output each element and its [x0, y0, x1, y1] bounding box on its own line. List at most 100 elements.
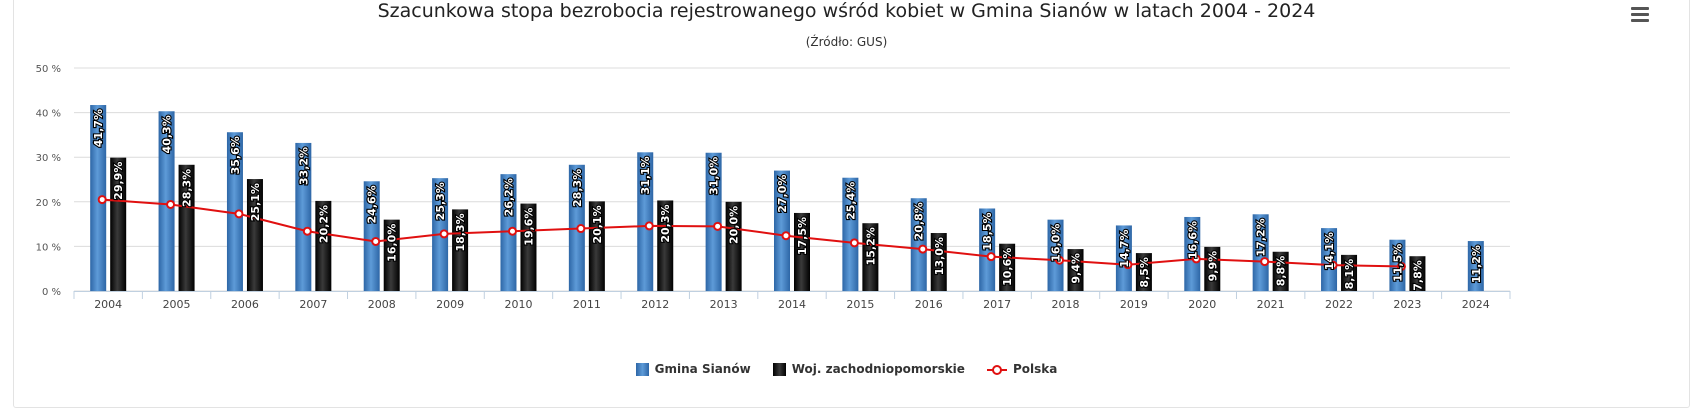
data-label-gmina: 25,3%: [434, 182, 447, 220]
point-polska: [1123, 260, 1133, 270]
x-tick-label: 2008: [368, 298, 396, 311]
bar-woj: [246, 179, 263, 291]
data-label-woj: 8,1%: [1343, 259, 1356, 290]
legend-item-woj[interactable]: Woj. zachodniopomorskie: [772, 362, 965, 376]
x-tick-label: 2022: [1325, 298, 1353, 311]
bar-woj: [383, 219, 400, 291]
bar-woj: [725, 201, 742, 291]
bar-gmina: [363, 181, 380, 291]
legend-label-polska: Polska: [1012, 362, 1058, 376]
data-label-woj: 20,2%: [317, 205, 330, 243]
point-polska: [507, 226, 517, 236]
point-polska: [986, 252, 996, 262]
legend-item-polska[interactable]: Polska: [986, 362, 1058, 376]
point-polska: [849, 238, 859, 248]
data-label-woj: 29,9%: [112, 162, 125, 200]
legend-item-gmina[interactable]: Gmina Sianów: [635, 362, 751, 376]
point-polska: [918, 244, 928, 254]
point-polska: [97, 195, 107, 205]
data-label-gmina: 14,7%: [1118, 229, 1131, 267]
hamburger-menu-icon[interactable]: [1629, 4, 1651, 24]
point-polska: [1396, 261, 1406, 271]
x-tick-label: 2015: [846, 298, 874, 311]
x-tick-label: 2016: [915, 298, 943, 311]
bar-woj: [930, 233, 947, 291]
data-label-woj: 13,0%: [933, 237, 946, 275]
bar-woj: [520, 203, 537, 291]
data-label-gmina: 31,1%: [639, 156, 652, 194]
x-tick-label: 2012: [641, 298, 669, 311]
point-polska: [371, 236, 381, 246]
data-label-woj: 20,3%: [659, 204, 672, 242]
chart-subtitle: (Źródło: GUS): [805, 35, 888, 49]
data-label-gmina: 31,0%: [708, 157, 721, 195]
y-tick-label: 30 %: [36, 153, 61, 164]
x-tick-label: 2013: [710, 298, 738, 311]
legend-label-gmina: Gmina Sianów: [654, 362, 751, 376]
point-polska: [781, 231, 791, 241]
bar-gmina: [1252, 214, 1269, 291]
bar-gmina: [842, 177, 859, 291]
data-label-gmina: 11,5%: [1391, 244, 1404, 282]
point-polska: [644, 221, 654, 231]
data-label-woj: 16,0%: [386, 224, 399, 262]
bar-gmina: [1467, 241, 1484, 291]
data-label-gmina: 41,7%: [92, 109, 105, 147]
point-polska: [234, 209, 244, 219]
data-label-woj: 9,4%: [1070, 253, 1083, 284]
point-polska: [439, 229, 449, 239]
data-label-gmina: 18,5%: [981, 212, 994, 250]
y-tick-label: 40 %: [36, 109, 61, 120]
bar-woj: [315, 200, 332, 291]
data-label-gmina: 14,1%: [1323, 232, 1336, 270]
bar-woj: [110, 157, 127, 291]
data-label-gmina: 16,0%: [1050, 224, 1063, 262]
data-label-woj: 28,3%: [181, 169, 194, 207]
x-tick-label: 2017: [983, 298, 1011, 311]
x-tick-label: 2021: [1257, 298, 1285, 311]
legend-label-woj: Woj. zachodniopomorskie: [791, 362, 965, 376]
bar-gmina: [1321, 228, 1338, 291]
bar-woj: [1204, 246, 1221, 291]
x-tick-label: 2020: [1188, 298, 1216, 311]
legend-swatch-woj: [772, 362, 786, 376]
data-label-gmina: 40,3%: [161, 115, 174, 153]
point-polska: [713, 221, 723, 231]
data-label-gmina: 16,6%: [1186, 221, 1199, 259]
data-label-gmina: 25,4%: [844, 182, 857, 220]
data-label-gmina: 28,3%: [571, 169, 584, 207]
bar-gmina: [226, 132, 243, 291]
bar-woj: [999, 243, 1016, 291]
data-label-woj: 20,0%: [728, 206, 741, 244]
data-label-woj: 17,5%: [796, 217, 809, 255]
data-label-gmina: 35,6%: [229, 136, 242, 174]
data-label-woj: 10,6%: [1001, 248, 1014, 286]
x-tick-label: 2009: [436, 298, 464, 311]
x-tick-label: 2023: [1393, 298, 1421, 311]
bar-gmina: [979, 208, 996, 291]
x-tick-label: 2006: [231, 298, 259, 311]
bar-gmina: [1184, 216, 1201, 291]
x-tick-label: 2014: [778, 298, 806, 311]
bar-woj: [657, 200, 674, 291]
point-polska: [166, 199, 176, 209]
bar-gmina: [774, 170, 790, 291]
data-label-woj: 9,9%: [1206, 251, 1219, 282]
chart-title: Szacunkowa stopa bezrobocia rejestrowane…: [377, 0, 1316, 22]
point-polska: [1328, 260, 1338, 270]
x-tick-label: 2024: [1462, 298, 1490, 311]
y-tick-label: 10 %: [36, 242, 61, 253]
data-label-gmina: 33,2%: [297, 147, 310, 185]
data-label-woj: 19,6%: [522, 208, 535, 246]
data-label-woj: 15,2%: [864, 227, 877, 265]
x-tick-label: 2007: [299, 298, 327, 311]
x-tick-label: 2005: [163, 298, 191, 311]
legend-swatch-gmina: [635, 362, 649, 376]
bar-gmina: [637, 152, 654, 291]
bar-woj: [1341, 254, 1358, 291]
point-polska: [1055, 255, 1065, 265]
data-label-gmina: 24,6%: [366, 185, 379, 223]
data-label-woj: 8,5%: [1138, 257, 1151, 288]
legend-swatch-polska: [986, 363, 1007, 376]
